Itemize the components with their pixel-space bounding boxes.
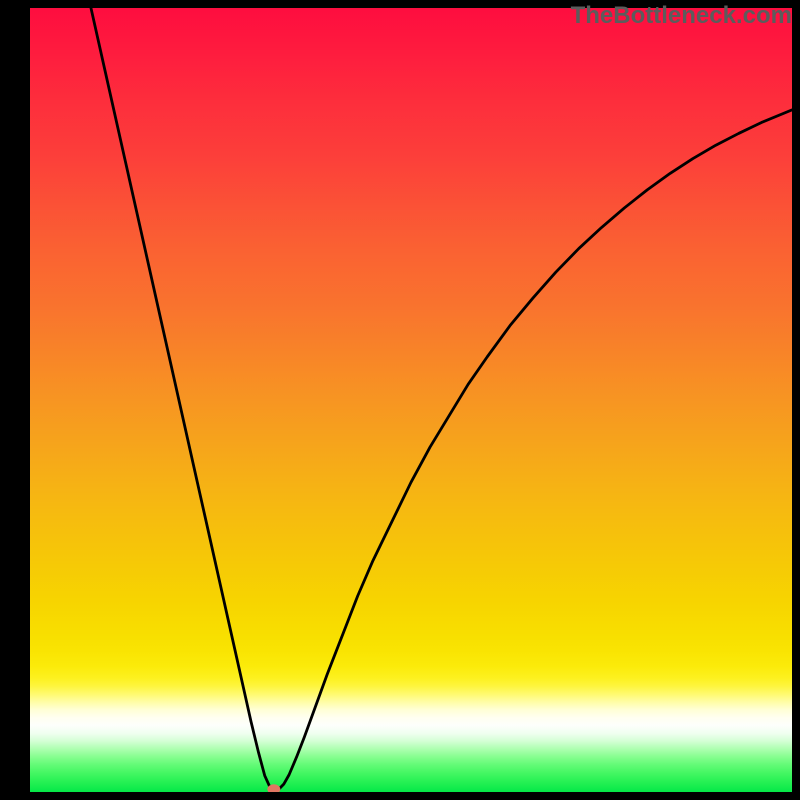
gradient-background bbox=[30, 8, 792, 792]
watermark-text: TheBottleneck.com bbox=[571, 2, 792, 30]
chart-container: TheBottleneck.com bbox=[0, 0, 800, 800]
plot-area bbox=[30, 8, 792, 792]
